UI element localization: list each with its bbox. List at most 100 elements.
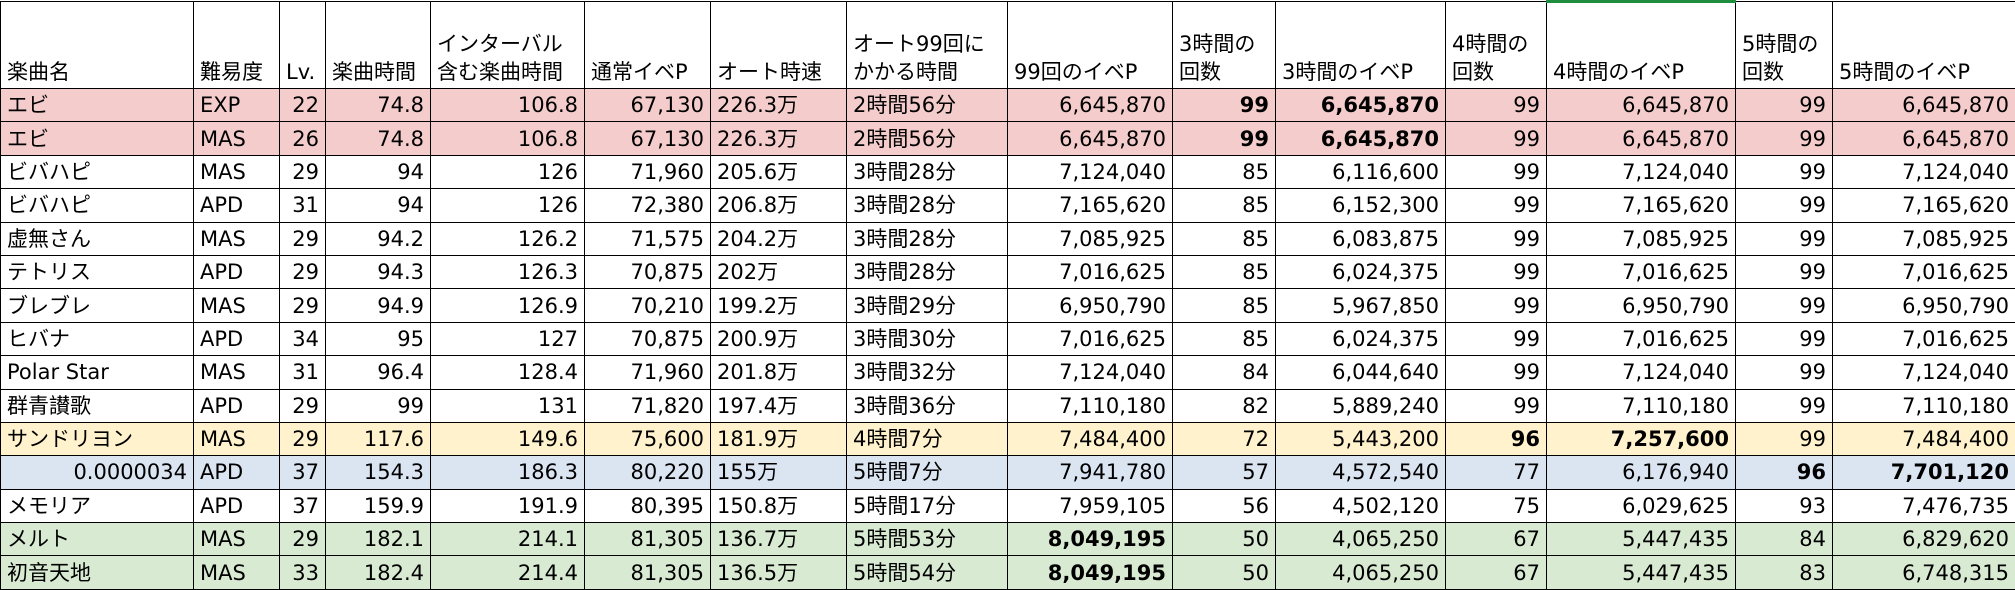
cell-normal-event-points[interactable]: 81,305 [585, 556, 711, 589]
cell-auto-hourly-rate[interactable]: 202万 [711, 255, 847, 288]
cell-normal-event-points[interactable]: 70,875 [585, 322, 711, 355]
cell-auto-99-time[interactable]: 5時間7分 [847, 456, 1008, 489]
cell-level[interactable]: 29 [280, 255, 326, 288]
header-cell-3h-count[interactable]: 3時間の 回数 [1173, 2, 1276, 89]
cell-event-points-5h[interactable]: 7,016,625 [1833, 322, 2015, 355]
cell-song-time-with-interval[interactable]: 186.3 [431, 456, 585, 489]
cell-difficulty[interactable]: MAS [194, 155, 280, 188]
cell-event-points-99[interactable]: 6,645,870 [1008, 122, 1173, 155]
cell-auto-99-time[interactable]: 5時間17分 [847, 489, 1008, 522]
cell-song-name[interactable]: Polar Star [1, 356, 194, 389]
cell-event-points-5h[interactable]: 7,476,735 [1833, 489, 2015, 522]
cell-song-time-with-interval[interactable]: 126.9 [431, 289, 585, 322]
cell-level[interactable]: 37 [280, 489, 326, 522]
cell-event-points-4h[interactable]: 7,124,040 [1547, 356, 1736, 389]
cell-event-points-99[interactable]: 7,941,780 [1008, 456, 1173, 489]
cell-count-5h[interactable]: 84 [1736, 523, 1833, 556]
cell-song-name[interactable]: メルト [1, 523, 194, 556]
cell-difficulty[interactable]: MAS [194, 556, 280, 589]
cell-count-4h[interactable]: 96 [1446, 422, 1547, 455]
cell-auto-hourly-rate[interactable]: 205.6万 [711, 155, 847, 188]
cell-count-3h[interactable]: 57 [1173, 456, 1276, 489]
cell-event-points-99[interactable]: 7,085,925 [1008, 222, 1173, 255]
cell-song-time[interactable]: 94.2 [326, 222, 431, 255]
cell-auto-hourly-rate[interactable]: 136.5万 [711, 556, 847, 589]
cell-auto-99-time[interactable]: 4時間7分 [847, 422, 1008, 455]
cell-level[interactable]: 34 [280, 322, 326, 355]
cell-count-5h[interactable]: 99 [1736, 189, 1833, 222]
cell-count-3h[interactable]: 85 [1173, 222, 1276, 255]
cell-count-4h[interactable]: 99 [1446, 222, 1547, 255]
cell-count-5h[interactable]: 99 [1736, 322, 1833, 355]
cell-count-4h[interactable]: 99 [1446, 255, 1547, 288]
cell-event-points-5h[interactable]: 6,748,315 [1833, 556, 2015, 589]
cell-count-4h[interactable]: 75 [1446, 489, 1547, 522]
cell-level[interactable]: 29 [280, 523, 326, 556]
cell-level[interactable]: 31 [280, 189, 326, 222]
cell-song-time-with-interval[interactable]: 126 [431, 189, 585, 222]
cell-event-points-99[interactable]: 7,959,105 [1008, 489, 1173, 522]
cell-difficulty[interactable]: APD [194, 189, 280, 222]
cell-count-3h[interactable]: 99 [1173, 89, 1276, 122]
cell-auto-99-time[interactable]: 3時間28分 [847, 222, 1008, 255]
cell-count-4h[interactable]: 67 [1446, 523, 1547, 556]
cell-count-5h[interactable]: 99 [1736, 255, 1833, 288]
cell-song-time-with-interval[interactable]: 106.8 [431, 122, 585, 155]
cell-event-points-3h[interactable]: 6,645,870 [1276, 122, 1446, 155]
cell-song-time-with-interval[interactable]: 127 [431, 322, 585, 355]
cell-event-points-99[interactable]: 7,124,040 [1008, 356, 1173, 389]
cell-song-time[interactable]: 154.3 [326, 456, 431, 489]
cell-count-5h[interactable]: 99 [1736, 356, 1833, 389]
cell-song-time[interactable]: 94.9 [326, 289, 431, 322]
cell-event-points-3h[interactable]: 6,116,600 [1276, 155, 1446, 188]
cell-event-points-5h[interactable]: 7,124,040 [1833, 356, 2015, 389]
cell-auto-hourly-rate[interactable]: 226.3万 [711, 89, 847, 122]
cell-normal-event-points[interactable]: 72,380 [585, 189, 711, 222]
cell-auto-99-time[interactable]: 3時間28分 [847, 189, 1008, 222]
cell-song-name[interactable]: ビバハピ [1, 155, 194, 188]
cell-event-points-4h[interactable]: 7,124,040 [1547, 155, 1736, 188]
header-cell-4h-count[interactable]: 4時間の 回数 [1446, 2, 1547, 89]
cell-normal-event-points[interactable]: 70,210 [585, 289, 711, 322]
cell-count-4h[interactable]: 99 [1446, 122, 1547, 155]
cell-event-points-3h[interactable]: 6,152,300 [1276, 189, 1446, 222]
header-cell-normal-event-points[interactable]: 通常イベP [585, 2, 711, 89]
cell-normal-event-points[interactable]: 70,875 [585, 255, 711, 288]
cell-count-3h[interactable]: 85 [1173, 255, 1276, 288]
cell-event-points-5h[interactable]: 6,950,790 [1833, 289, 2015, 322]
cell-song-time[interactable]: 95 [326, 322, 431, 355]
cell-difficulty[interactable]: MAS [194, 422, 280, 455]
header-cell-song-time-with-interval[interactable]: インターバル 含む楽曲時間 [431, 2, 585, 89]
cell-count-5h[interactable]: 93 [1736, 489, 1833, 522]
cell-normal-event-points[interactable]: 80,395 [585, 489, 711, 522]
cell-level[interactable]: 29 [280, 389, 326, 422]
cell-level[interactable]: 29 [280, 222, 326, 255]
cell-song-name[interactable]: サンドリヨン [1, 422, 194, 455]
cell-auto-99-time[interactable]: 2時間56分 [847, 122, 1008, 155]
cell-event-points-99[interactable]: 7,484,400 [1008, 422, 1173, 455]
cell-event-points-3h[interactable]: 4,502,120 [1276, 489, 1446, 522]
cell-event-points-4h[interactable]: 7,257,600 [1547, 422, 1736, 455]
cell-count-3h[interactable]: 72 [1173, 422, 1276, 455]
cell-level[interactable]: 37 [280, 456, 326, 489]
cell-event-points-3h[interactable]: 6,024,375 [1276, 255, 1446, 288]
cell-song-time-with-interval[interactable]: 131 [431, 389, 585, 422]
header-cell-5h-event-points[interactable]: 5時間のイベP [1833, 2, 2015, 89]
cell-event-points-3h[interactable]: 4,065,250 [1276, 556, 1446, 589]
cell-difficulty[interactable]: MAS [194, 356, 280, 389]
cell-event-points-4h[interactable]: 7,165,620 [1547, 189, 1736, 222]
cell-song-name[interactable]: ビバハピ [1, 189, 194, 222]
cell-count-3h[interactable]: 50 [1173, 523, 1276, 556]
cell-auto-hourly-rate[interactable]: 199.2万 [711, 289, 847, 322]
cell-event-points-3h[interactable]: 5,967,850 [1276, 289, 1446, 322]
cell-auto-hourly-rate[interactable]: 197.4万 [711, 389, 847, 422]
cell-event-points-5h[interactable]: 7,110,180 [1833, 389, 2015, 422]
cell-auto-hourly-rate[interactable]: 200.9万 [711, 322, 847, 355]
cell-difficulty[interactable]: MAS [194, 523, 280, 556]
cell-event-points-4h[interactable]: 6,950,790 [1547, 289, 1736, 322]
cell-count-4h[interactable]: 99 [1446, 322, 1547, 355]
cell-auto-hourly-rate[interactable]: 204.2万 [711, 222, 847, 255]
cell-song-time[interactable]: 94.3 [326, 255, 431, 288]
cell-event-points-99[interactable]: 7,110,180 [1008, 389, 1173, 422]
cell-song-name[interactable]: ブレブレ [1, 289, 194, 322]
